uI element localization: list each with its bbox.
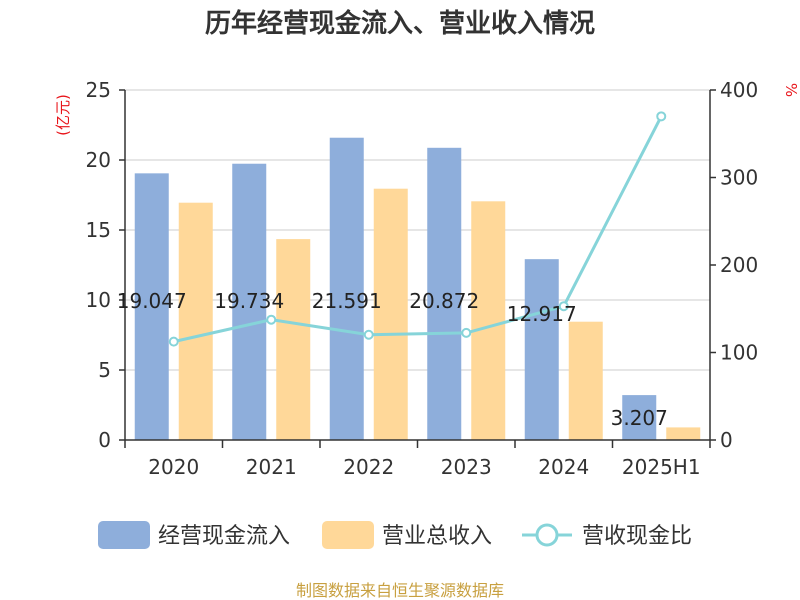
x-tick-label: 2025H1 [622, 455, 701, 479]
legend-swatch-cash [98, 521, 150, 549]
legend-label-cash: 经营现金流入 [158, 524, 290, 549]
right-tick-label: 300 [720, 166, 758, 190]
x-tick-label: 2022 [343, 455, 394, 479]
right-axis-unit: % [782, 83, 800, 97]
bar-cash-inflow [427, 147, 462, 441]
right-tick-label: 100 [720, 341, 758, 365]
legend-swatch-ratio-marker [535, 523, 559, 547]
x-tick-label: 2023 [441, 455, 492, 479]
ratio-point [656, 111, 667, 122]
bar-revenue [471, 201, 506, 440]
data-label-cash-inflow: 21.591 [312, 289, 382, 313]
bar-cash-inflow [622, 395, 657, 440]
left-axis-unit: (亿元) [54, 94, 72, 136]
data-label-cash-inflow: 20.872 [409, 289, 479, 313]
data-labels: 19.047 19.734 21.591 20.872 12.917 3.207 [117, 289, 668, 430]
ratio-line-series [168, 111, 667, 347]
chart-title: 历年经营现金流入、营业收入情况 [205, 8, 595, 39]
bar-cash-inflow [524, 259, 559, 440]
bar-revenue [178, 202, 213, 440]
legend-label-revenue: 营业总收入 [382, 524, 492, 549]
left-tick-label: 0 [98, 428, 111, 452]
bar-cash-inflow [232, 163, 267, 440]
right-tick-label: 200 [720, 253, 758, 277]
left-tick-label: 10 [86, 288, 111, 312]
ratio-line [173, 115, 663, 344]
bars [134, 137, 701, 441]
bar-cash-inflow [329, 137, 364, 440]
source-note: 制图数据来自恒生聚源数据库 [296, 581, 504, 600]
data-label-cash-inflow: 19.047 [117, 289, 187, 313]
data-label-cash-inflow: 19.734 [214, 289, 284, 313]
left-tick-label: 15 [86, 218, 111, 242]
bar-revenue [276, 239, 311, 440]
x-tick-label: 2021 [246, 455, 297, 479]
data-label-cash-inflow: 3.207 [611, 406, 668, 430]
bar-revenue [373, 188, 408, 440]
bar-cash-inflow [134, 173, 169, 441]
bar-revenue [568, 321, 603, 440]
legend-swatch-revenue [322, 521, 374, 549]
left-tick-label: 25 [86, 78, 111, 102]
ratio-point [558, 301, 569, 312]
ratio-point [266, 314, 277, 325]
left-tick-label: 20 [86, 148, 111, 172]
right-tick-label: 0 [720, 428, 733, 452]
ratio-point [363, 329, 374, 340]
axes: 0 5 10 15 20 25 0 100 200 300 400 2020 2021 2022 2023 2… [86, 78, 759, 479]
legend-label-ratio: 营收现金比 [582, 524, 692, 549]
grid-lines [125, 89, 710, 371]
x-tick-label: 2024 [538, 455, 589, 479]
ratio-point [168, 336, 179, 347]
x-tick-label: 2020 [148, 455, 199, 479]
data-label-cash-inflow: 12.917 [507, 302, 577, 326]
ratio-point [461, 327, 472, 338]
left-tick-label: 5 [98, 358, 111, 382]
legend: 经营现金流入 营业总收入 营收现金比 [98, 521, 692, 549]
right-tick-label: 400 [720, 78, 758, 102]
bar-revenue [666, 427, 701, 440]
